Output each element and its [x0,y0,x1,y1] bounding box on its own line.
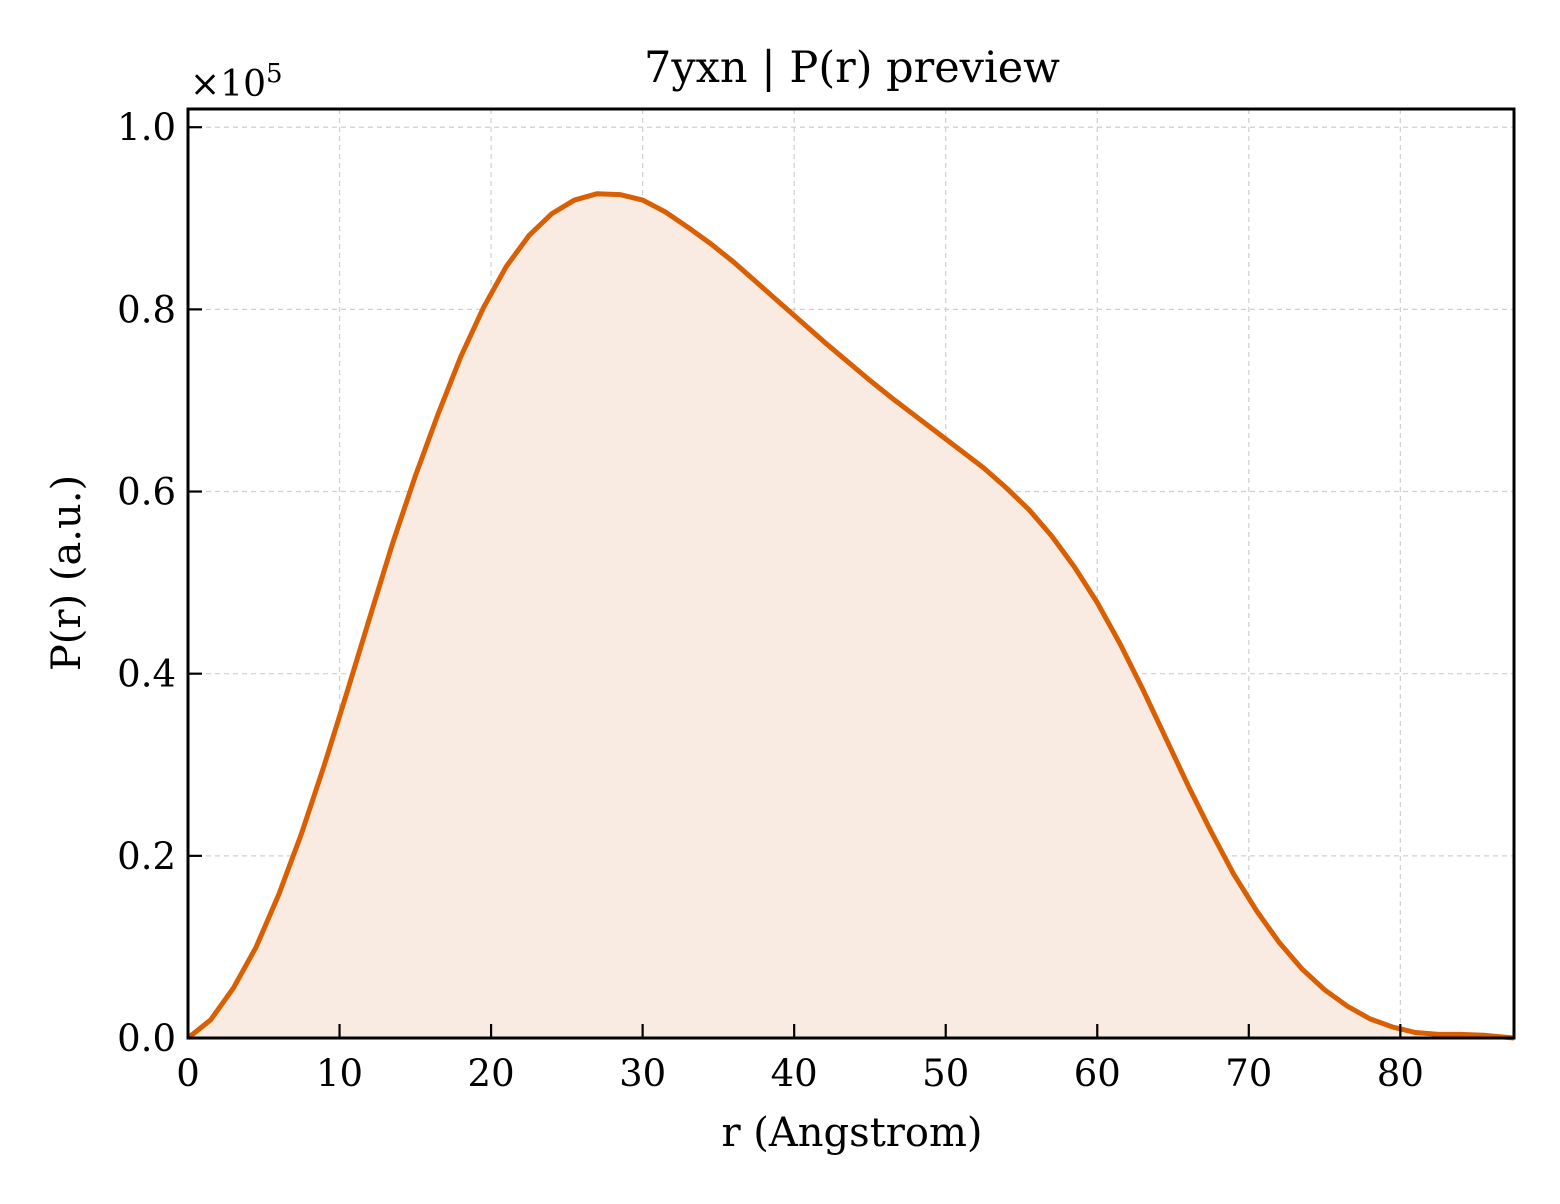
y-tick-label: 0.2 [117,835,176,878]
x-axis-title: r (Angstrom) [721,1110,982,1156]
y-axis-title: P(r) (a.u.) [44,475,90,671]
offset-base: ×10 [190,64,266,105]
pr-curve-line [186,191,1515,1041]
x-tick-label: 10 [316,1052,363,1095]
y-tick-label: 0.6 [117,471,176,514]
x-tick-label: 70 [1225,1052,1272,1095]
x-tick-label: 80 [1377,1052,1424,1095]
y-axis-offset-label: ×105 [190,59,283,105]
tick-labels: 0 10 20 30 40 50 60 70 80 0.0 0.2 0.4 0.6 0.8 1.0 [117,106,1424,1095]
x-tick-label: 0 [176,1052,200,1095]
y-tick-label: 0.4 [117,653,176,696]
y-tick-label: 0.8 [117,288,176,331]
x-tick-label: 30 [619,1052,666,1095]
x-tick-label: 60 [1074,1052,1121,1095]
chart-title: 7yxn | P(r) preview [644,43,1060,93]
x-tick-label: 40 [771,1052,818,1095]
y-tick-label: 1.0 [117,106,176,149]
offset-exponent: 5 [266,59,283,89]
x-tick-label: 50 [922,1052,969,1095]
area-fill [188,193,1514,1038]
x-tick-label: 20 [468,1052,515,1095]
axis-ticks [186,126,1402,1040]
y-tick-label: 0.0 [117,1017,176,1060]
plot-frame [186,107,1516,1040]
